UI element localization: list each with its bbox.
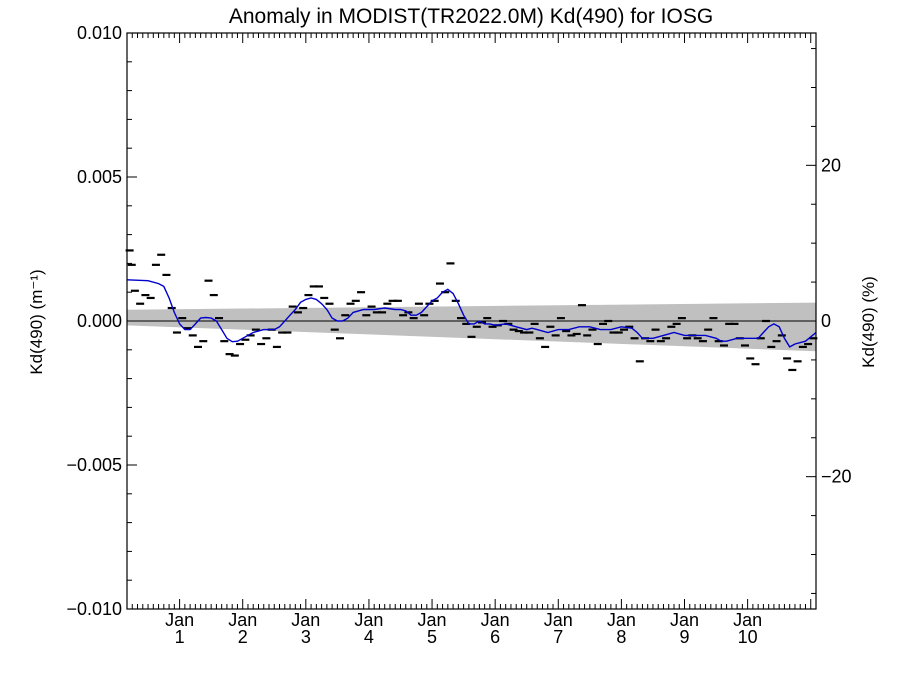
- x-tick-label-month-8: Jan: [607, 610, 636, 630]
- smoothed-series: [126, 279, 817, 348]
- x-tick-label-year-3: 3: [301, 627, 311, 647]
- x-tick-label-month-5: Jan: [418, 610, 447, 630]
- x-tick-label-year-6: 6: [490, 627, 500, 647]
- y-left-tick-label-1: 0.005: [77, 167, 122, 187]
- x-tick-label-month-7: Jan: [544, 610, 573, 630]
- x-tick-label-month-1: Jan: [165, 610, 194, 630]
- x-tick-label-month-10: Jan: [733, 610, 762, 630]
- x-tick-label-month-2: Jan: [228, 610, 257, 630]
- x-tick-label-year-9: 9: [680, 627, 690, 647]
- y-left-tick-label-4: −0.010: [66, 599, 122, 619]
- x-tick-label-year-10: 10: [738, 627, 758, 647]
- smoothed-line: [126, 279, 817, 348]
- y-axis-left-label: Kd(490) (m⁻¹): [27, 269, 46, 374]
- x-tick-label-year-1: 1: [175, 627, 185, 647]
- y-left-tick-label-0: 0.010: [77, 23, 122, 43]
- x-tick-label-month-4: Jan: [354, 610, 383, 630]
- uncertainty-band: [127, 302, 816, 352]
- x-tick-label-year-4: 4: [364, 627, 374, 647]
- x-tick-label-month-6: Jan: [481, 610, 510, 630]
- x-tick-label-month-3: Jan: [291, 610, 320, 630]
- chart-title: Anomaly in MODIST(TR2022.0M) Kd(490) for…: [229, 5, 713, 28]
- y-right-tick-label-2: −20: [821, 467, 852, 487]
- y-right-tick-label-0: 20: [821, 155, 841, 175]
- uncertainty-band-layer: [127, 302, 816, 352]
- x-tick-label-year-8: 8: [616, 627, 626, 647]
- y-left-tick-label-3: −0.005: [66, 455, 122, 475]
- y-axis-right: 20 0 −20: [806, 48, 852, 594]
- x-tick-label-month-9: Jan: [670, 610, 699, 630]
- x-axis: Jan1Jan2Jan3Jan4Jan5Jan6Jan7Jan8Jan9Jan1…: [126, 33, 817, 647]
- x-tick-label-year-2: 2: [238, 627, 248, 647]
- x-tick-label-year-5: 5: [427, 627, 437, 647]
- y-axis-right-label: Kd(490) (%): [859, 276, 878, 368]
- y-left-tick-label-2: 0.000: [77, 311, 122, 331]
- y-axis-left: 0.010 0.005 0.000 −0.005 −0.010: [66, 23, 137, 619]
- x-tick-label-year-7: 7: [553, 627, 563, 647]
- y-right-tick-label-1: 0: [821, 311, 831, 331]
